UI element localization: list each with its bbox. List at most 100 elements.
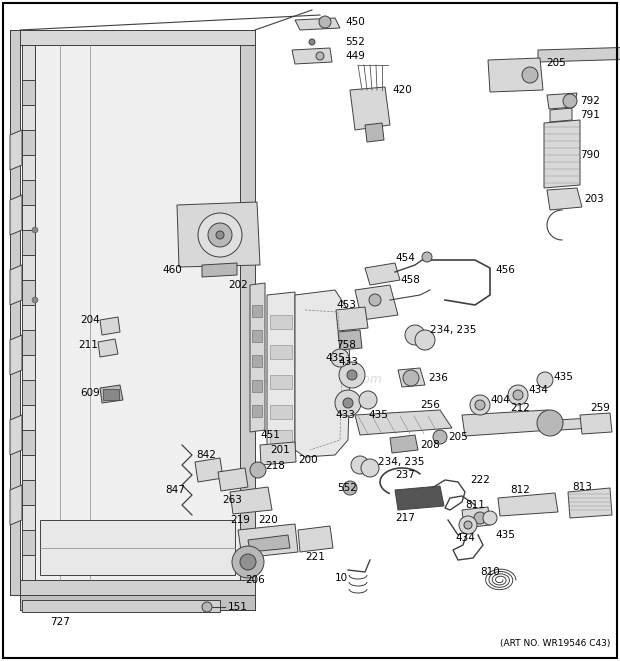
Text: 208: 208 (420, 440, 440, 450)
Text: 434: 434 (528, 385, 548, 395)
Polygon shape (10, 195, 22, 235)
Text: 237: 237 (395, 470, 415, 480)
Polygon shape (22, 330, 35, 355)
Polygon shape (218, 468, 248, 491)
Polygon shape (20, 595, 255, 610)
Polygon shape (488, 58, 543, 92)
Text: 813: 813 (572, 482, 592, 492)
Polygon shape (298, 526, 333, 552)
Polygon shape (260, 442, 296, 465)
Text: 458: 458 (400, 275, 420, 285)
Circle shape (240, 554, 256, 570)
Polygon shape (547, 93, 577, 109)
Text: 236: 236 (428, 373, 448, 383)
Polygon shape (10, 335, 22, 375)
Circle shape (359, 391, 377, 409)
Circle shape (32, 227, 38, 233)
Polygon shape (538, 47, 620, 62)
Polygon shape (462, 410, 552, 436)
Text: 205: 205 (546, 58, 565, 68)
Circle shape (232, 546, 264, 578)
Polygon shape (292, 48, 332, 64)
Text: 151: 151 (228, 602, 248, 612)
Circle shape (343, 398, 353, 408)
Circle shape (433, 430, 447, 444)
Text: 791: 791 (580, 110, 600, 120)
Circle shape (347, 370, 357, 380)
Polygon shape (462, 507, 490, 528)
Text: 234, 235: 234, 235 (378, 457, 424, 467)
Polygon shape (568, 488, 612, 518)
Circle shape (513, 390, 523, 400)
Text: 204: 204 (80, 315, 100, 325)
Bar (270, 430, 292, 444)
Polygon shape (498, 493, 558, 516)
Circle shape (361, 459, 379, 477)
Bar (270, 375, 292, 389)
Polygon shape (365, 123, 384, 142)
Polygon shape (295, 290, 350, 457)
Circle shape (369, 294, 381, 306)
Bar (252, 330, 262, 342)
Text: 212: 212 (510, 403, 530, 413)
Polygon shape (238, 524, 298, 558)
Text: 456: 456 (495, 265, 515, 275)
Bar (270, 345, 292, 359)
Polygon shape (98, 339, 118, 357)
Circle shape (351, 456, 369, 474)
Circle shape (32, 297, 38, 303)
Text: 205: 205 (448, 432, 467, 442)
Circle shape (475, 400, 485, 410)
Text: 10: 10 (335, 573, 348, 583)
Text: 811: 811 (465, 500, 485, 510)
Text: 217: 217 (395, 513, 415, 523)
Circle shape (316, 52, 324, 60)
Polygon shape (22, 480, 35, 505)
Polygon shape (100, 317, 120, 335)
Text: 434: 434 (455, 533, 475, 543)
Polygon shape (22, 580, 35, 605)
Text: 435: 435 (495, 530, 515, 540)
Circle shape (508, 385, 528, 405)
Polygon shape (248, 535, 290, 552)
Text: 263: 263 (222, 495, 242, 505)
Text: 727: 727 (50, 617, 70, 627)
Polygon shape (580, 413, 612, 434)
Polygon shape (390, 435, 418, 453)
Text: 259: 259 (590, 403, 610, 413)
Text: 221: 221 (305, 552, 325, 562)
Polygon shape (20, 580, 255, 595)
Polygon shape (177, 202, 260, 267)
Polygon shape (350, 87, 390, 130)
Text: 460: 460 (162, 265, 182, 275)
Circle shape (309, 39, 315, 45)
Polygon shape (202, 263, 237, 277)
Circle shape (415, 330, 435, 350)
Text: 218: 218 (265, 461, 285, 471)
Text: 450: 450 (345, 17, 365, 27)
Circle shape (208, 223, 232, 247)
Polygon shape (195, 458, 223, 482)
Text: 435: 435 (368, 410, 388, 420)
Circle shape (198, 213, 242, 257)
Circle shape (459, 516, 477, 534)
Text: 449: 449 (345, 51, 365, 61)
Polygon shape (10, 265, 22, 305)
Text: 435: 435 (325, 353, 345, 363)
Text: 792: 792 (580, 96, 600, 106)
Text: 609: 609 (80, 388, 100, 398)
Polygon shape (10, 485, 22, 525)
Text: 552: 552 (337, 483, 357, 493)
Polygon shape (100, 385, 123, 403)
Polygon shape (336, 307, 368, 331)
Circle shape (422, 252, 432, 262)
Polygon shape (365, 263, 400, 285)
Bar (252, 355, 262, 367)
Text: 420: 420 (392, 85, 412, 95)
Circle shape (403, 370, 419, 386)
Text: 211: 211 (78, 340, 98, 350)
Bar (270, 405, 292, 419)
Text: 454: 454 (395, 253, 415, 263)
Circle shape (216, 231, 224, 239)
Circle shape (470, 395, 490, 415)
